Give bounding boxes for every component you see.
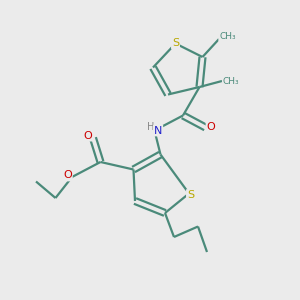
Text: CH₃: CH₃ — [219, 32, 236, 41]
Text: O: O — [206, 122, 215, 133]
Text: N: N — [154, 125, 162, 136]
Text: O: O — [83, 130, 92, 141]
Text: O: O — [63, 170, 72, 181]
Text: H: H — [147, 122, 155, 133]
Text: S: S — [187, 190, 194, 200]
Text: S: S — [172, 38, 179, 49]
Text: CH₃: CH₃ — [223, 76, 239, 85]
